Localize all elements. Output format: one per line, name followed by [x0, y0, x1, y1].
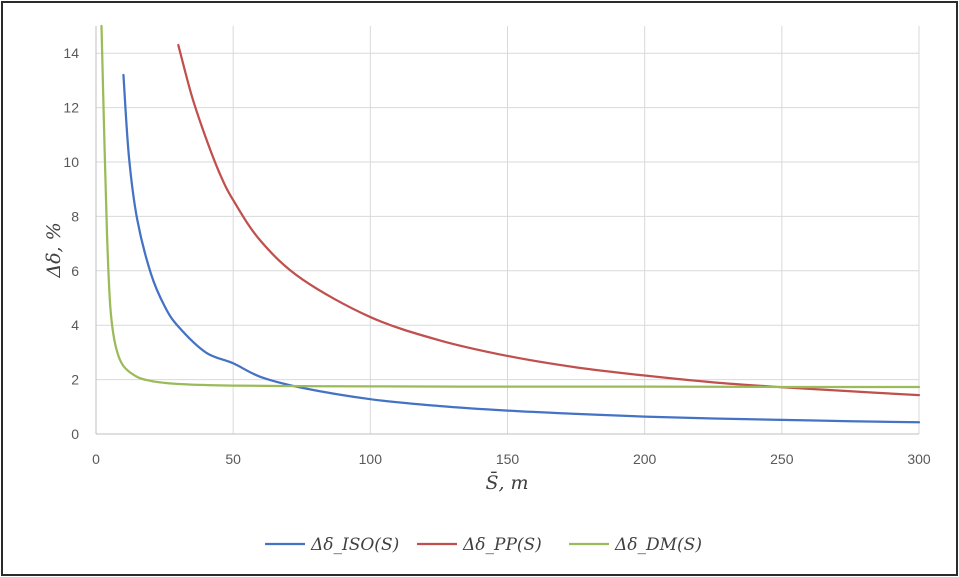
y-tick-label: 8	[71, 208, 79, 224]
x-tick-label: 100	[359, 451, 383, 467]
x-tick-label: 150	[496, 451, 520, 467]
y-tick-label: 12	[63, 100, 79, 116]
y-tick-label: 4	[71, 317, 79, 333]
y-tick-label: 10	[63, 154, 79, 170]
x-axis-label: S̄, m	[485, 471, 528, 494]
legend-label-1: Δδ_PP(S)	[462, 535, 542, 555]
y-tick-label: 2	[71, 372, 79, 388]
y-tick-label: 14	[63, 45, 79, 61]
y-tick-label: 0	[71, 426, 79, 442]
tick-labels: 0 50 100 150 200 250 300 0 2 4 6 8 10 12 14	[63, 45, 930, 467]
x-tick-label: 300	[907, 451, 931, 467]
axes	[95, 26, 919, 435]
series-lines	[100, 24, 921, 424]
x-tick-label: 250	[770, 451, 794, 467]
y-tick-label: 6	[71, 263, 79, 279]
gridlines	[96, 26, 920, 434]
legend-label-0: Δδ_ISO(S)	[310, 535, 399, 555]
x-tick-label: 200	[633, 451, 657, 467]
legend: Δδ_ISO(S) Δδ_PP(S) Δδ_DM(S)	[265, 535, 702, 555]
y-axis-label: Δδ, %	[43, 222, 65, 278]
series-line-0	[122, 73, 921, 424]
x-tick-label: 50	[225, 451, 241, 467]
legend-label-2: Δδ_DM(S)	[614, 535, 702, 555]
series-line-2	[100, 24, 921, 389]
x-tick-label: 0	[92, 451, 100, 467]
series-line-1	[177, 43, 921, 397]
